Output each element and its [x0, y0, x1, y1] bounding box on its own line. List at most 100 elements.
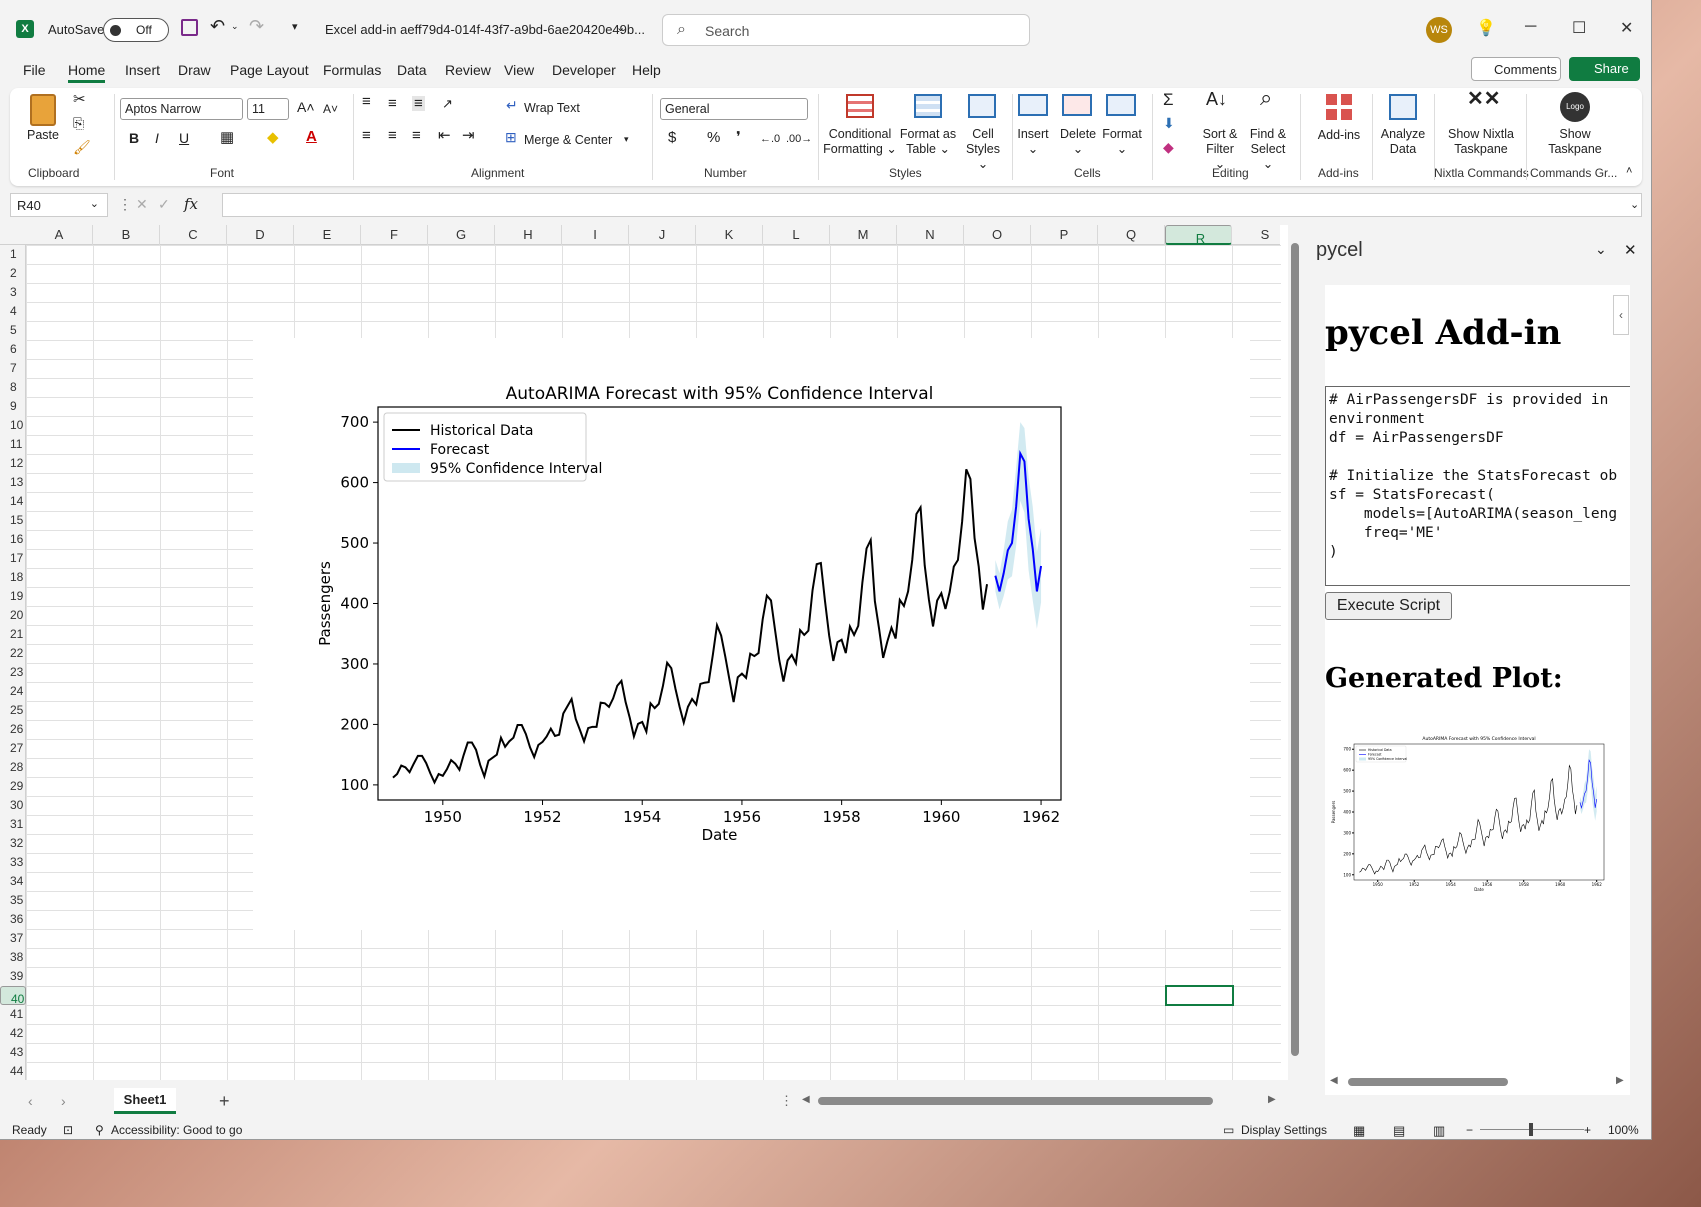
wrap-text-button[interactable]: Wrap Text	[524, 101, 580, 115]
row-header[interactable]: 34	[10, 874, 24, 888]
more-options-icon[interactable]: ⋮	[118, 196, 132, 212]
zoom-level[interactable]: 100%	[1608, 1123, 1639, 1137]
row-header[interactable]: 2	[10, 266, 17, 280]
comments-button[interactable]: Comments	[1471, 57, 1561, 81]
close-icon[interactable]: ✕	[1620, 20, 1634, 37]
formula-input[interactable]	[222, 193, 1642, 217]
column-header[interactable]: L	[763, 225, 830, 245]
row-header[interactable]: 16	[10, 532, 24, 546]
row-header[interactable]: 18	[10, 570, 24, 584]
undo-icon[interactable]: ↶	[210, 16, 226, 36]
next-sheet-icon[interactable]: ›	[61, 1093, 66, 1109]
row-header[interactable]: 27	[10, 741, 24, 755]
show-taskpane-button[interactable]: Show Taskpane	[1548, 127, 1602, 156]
tab-developer[interactable]: Developer	[552, 62, 616, 78]
zoom-slider[interactable]	[1480, 1123, 1584, 1136]
normal-view-icon[interactable]: ▦	[1353, 1123, 1366, 1138]
decrease-indent-icon[interactable]: ⇤	[438, 127, 451, 144]
row-header[interactable]: 31	[10, 817, 24, 831]
cut-icon[interactable]: ✂	[73, 91, 86, 108]
row-header[interactable]: 8	[10, 380, 17, 394]
column-header[interactable]: F	[361, 225, 428, 245]
align-right-icon[interactable]: ≡	[412, 127, 421, 144]
row-header[interactable]: 28	[10, 760, 24, 774]
align-center-icon[interactable]: ≡	[388, 127, 397, 144]
selected-cell[interactable]	[1165, 985, 1234, 1006]
format-button[interactable]: Format ⌄	[1102, 127, 1142, 156]
row-header[interactable]: 17	[10, 551, 24, 565]
show-nixtla-taskpane-button[interactable]: Show Nixtla Taskpane	[1448, 127, 1514, 156]
row-header[interactable]: 21	[10, 627, 24, 641]
column-header[interactable]: O	[964, 225, 1031, 245]
row-header[interactable]: 3	[10, 285, 17, 299]
column-header[interactable]: P	[1031, 225, 1098, 245]
pane-options-icon[interactable]: ⌄	[1595, 241, 1607, 257]
row-header[interactable]: 35	[10, 893, 24, 907]
row-header[interactable]: 19	[10, 589, 24, 603]
share-button[interactable]: Share	[1569, 57, 1640, 81]
row-header[interactable]: 13	[10, 475, 24, 489]
column-header[interactable]: B	[93, 225, 160, 245]
row-header[interactable]: 6	[10, 342, 17, 356]
italic-button[interactable]: I	[155, 130, 159, 146]
title-dropdown-icon[interactable]: ⌄	[616, 22, 626, 34]
paste-button[interactable]: Paste	[27, 128, 59, 142]
font-size-select[interactable]: 11	[247, 98, 289, 120]
column-header[interactable]: C	[160, 225, 227, 245]
row-header[interactable]: 12	[10, 456, 24, 470]
column-header[interactable]: I	[562, 225, 629, 245]
align-left-icon[interactable]: ≡	[362, 127, 371, 144]
row-header[interactable]: 20	[10, 608, 24, 622]
row-header[interactable]: 10	[10, 418, 24, 432]
tab-split-icon[interactable]: ⋮	[780, 1093, 793, 1108]
tab-file[interactable]: File	[23, 62, 46, 78]
zoom-in-icon[interactable]: +	[1584, 1123, 1592, 1137]
tab-page-layout[interactable]: Page Layout	[230, 62, 309, 78]
row-header[interactable]: 33	[10, 855, 24, 869]
minimize-icon[interactable]: ─	[1525, 18, 1537, 35]
add-ins-button[interactable]: Add-ins	[1317, 128, 1361, 142]
tab-insert[interactable]: Insert	[125, 62, 161, 78]
scroll-right-icon[interactable]: ▶	[1268, 1094, 1276, 1105]
format-painter-icon[interactable]: 🖌	[73, 139, 91, 155]
autosum-icon[interactable]: Σ	[1163, 90, 1174, 109]
customize-qat-icon[interactable]: ▾	[292, 21, 298, 33]
underline-button[interactable]: U	[179, 130, 190, 146]
column-header[interactable]: G	[428, 225, 495, 245]
row-header[interactable]: 44	[10, 1064, 24, 1078]
number-format-select[interactable]: General	[660, 98, 808, 120]
script-editor[interactable]: # AirPassengersDF is provided in environ…	[1325, 386, 1630, 586]
enter-icon[interactable]: ✓	[158, 196, 170, 212]
orientation-icon[interactable]: ↗	[442, 96, 453, 111]
zoom-out-icon[interactable]: −	[1466, 1123, 1474, 1137]
find-select-button[interactable]: Find & Select ⌄	[1249, 127, 1287, 171]
clear-icon[interactable]: ◆	[1163, 139, 1174, 155]
fill-icon[interactable]: ⬇	[1163, 115, 1175, 131]
pane-horizontal-scrollbar[interactable]: ◀ ▶	[1330, 1075, 1624, 1086]
column-header[interactable]: J	[629, 225, 696, 245]
page-layout-view-icon[interactable]: ▤	[1393, 1123, 1406, 1138]
pane-close-icon[interactable]: ✕	[1624, 242, 1637, 259]
format-as-table-button[interactable]: Format as Table ⌄	[899, 127, 957, 156]
page-break-view-icon[interactable]: ▥	[1433, 1123, 1446, 1138]
row-header[interactable]: 36	[10, 912, 24, 926]
row-header[interactable]: 5	[10, 323, 17, 337]
row-header[interactable]: 15	[10, 513, 24, 527]
decrease-font-icon[interactable]: A˅	[323, 102, 339, 116]
cancel-icon[interactable]: ✕	[136, 196, 148, 212]
row-header[interactable]: 40	[0, 986, 26, 1006]
bold-button[interactable]: B	[129, 130, 140, 146]
document-title[interactable]: Excel add-in aeff79d4-014f-43f7-a9bd-6ae…	[325, 22, 645, 37]
align-middle-icon[interactable]: ≡	[388, 95, 397, 112]
align-bottom-icon[interactable]: ≡	[412, 95, 425, 112]
redo-icon[interactable]: ↷	[249, 16, 265, 36]
search-box[interactable]: ⌕ Search	[662, 14, 1030, 46]
row-header[interactable]: 26	[10, 722, 24, 736]
merge-dropdown-icon[interactable]: ▾	[624, 134, 629, 144]
column-header[interactable]: D	[227, 225, 294, 245]
merge-center-button[interactable]: Merge & Center	[524, 133, 613, 147]
tab-draw[interactable]: Draw	[178, 62, 211, 78]
chart-image[interactable]: AutoARIMA Forecast with 95% Confidence I…	[253, 338, 1250, 930]
row-header[interactable]: 38	[10, 950, 24, 964]
row-header[interactable]: 7	[10, 361, 17, 375]
